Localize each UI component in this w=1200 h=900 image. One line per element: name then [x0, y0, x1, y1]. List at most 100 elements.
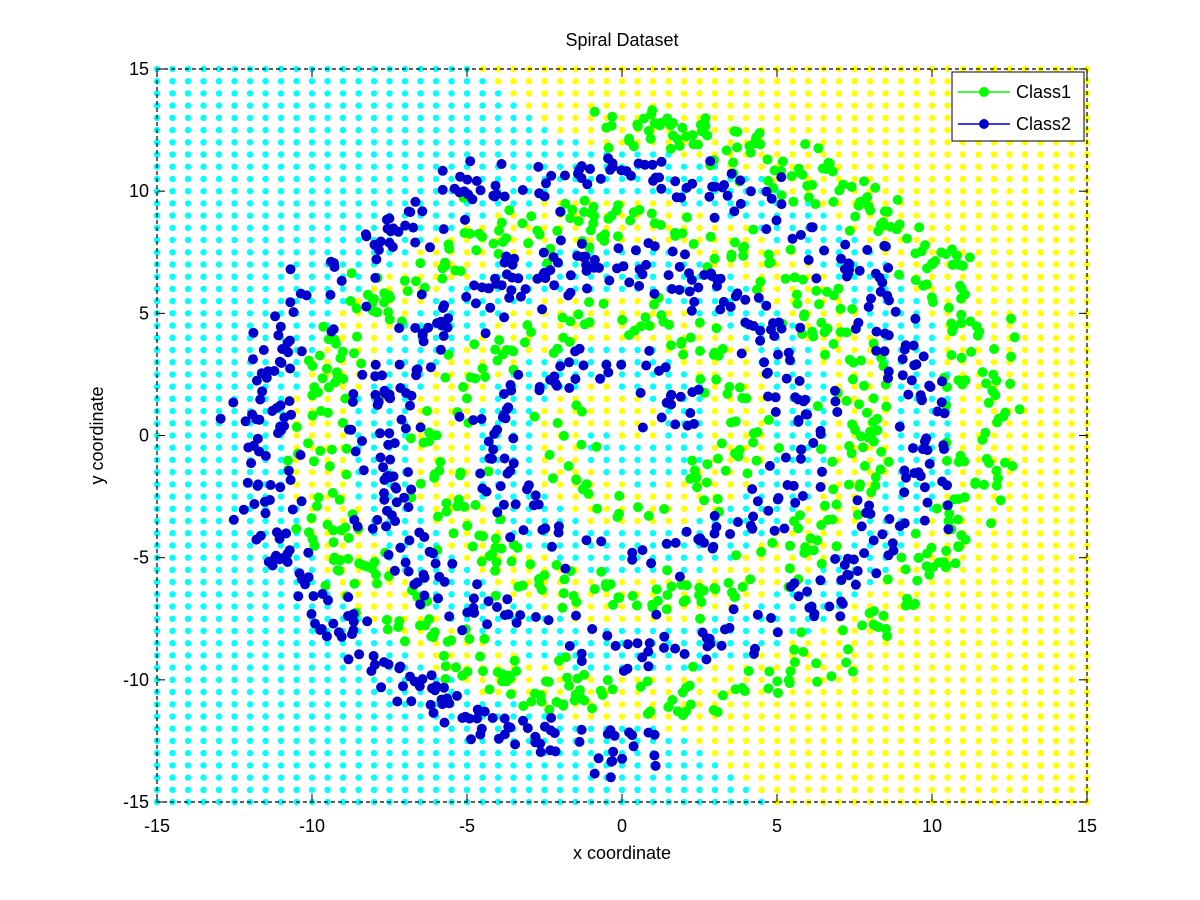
background-dot: [773, 151, 781, 158]
background-dot: [804, 749, 812, 757]
background-dot: [603, 432, 610, 439]
background-dot: [339, 90, 347, 97]
background-dot: [773, 236, 781, 244]
data-point: [944, 508, 955, 519]
background-dot: [587, 688, 595, 696]
background-dot: [1068, 359, 1075, 366]
background-dot: [959, 200, 967, 207]
background-dot: [401, 200, 409, 207]
background-dot: [727, 774, 734, 781]
background-dot: [665, 212, 672, 219]
background-dot: [742, 212, 750, 219]
data-point: [941, 545, 952, 556]
background-dot: [355, 126, 362, 134]
background-dot: [525, 468, 533, 476]
background-dot: [944, 114, 951, 122]
background-dot: [882, 640, 889, 647]
data-point: [382, 505, 392, 516]
background-dot: [355, 774, 362, 781]
background-dot: [215, 615, 223, 622]
data-point: [573, 216, 584, 227]
background-dot: [277, 676, 285, 683]
background-dot: [1068, 762, 1075, 769]
data-point: [1005, 378, 1016, 389]
data-point: [871, 568, 882, 579]
background-dot: [587, 578, 595, 586]
data-point: [564, 680, 575, 691]
data-point: [688, 239, 699, 249]
background-dot: [990, 334, 998, 341]
background-dot: [959, 432, 967, 439]
background-dot: [835, 297, 843, 305]
data-point: [662, 565, 673, 576]
background-dot: [525, 786, 533, 793]
background-dot: [556, 798, 564, 806]
background-dot: [959, 603, 967, 610]
background-dot: [882, 163, 889, 170]
background-dot: [990, 725, 998, 732]
background-dot: [479, 432, 486, 439]
background-dot: [231, 236, 238, 244]
background-dot: [246, 493, 254, 500]
data-point: [627, 590, 638, 601]
background-dot: [618, 468, 626, 476]
data-point: [910, 598, 920, 609]
background-dot: [1083, 701, 1091, 708]
background-dot: [417, 65, 424, 73]
background-dot: [215, 175, 223, 183]
background-dot: [262, 261, 269, 268]
background-dot: [572, 188, 579, 195]
background-dot: [804, 297, 812, 305]
background-dot: [742, 224, 750, 231]
data-point: [1000, 457, 1010, 468]
background-dot: [634, 615, 641, 622]
background-dot: [432, 383, 440, 390]
data-point: [712, 494, 723, 504]
background-dot: [727, 456, 734, 464]
data-point: [856, 355, 867, 366]
background-dot: [432, 774, 440, 781]
background-dot: [758, 749, 765, 757]
background-dot: [200, 468, 207, 476]
background-dot: [665, 236, 672, 244]
background-dot: [525, 652, 533, 659]
background-dot: [680, 493, 688, 500]
background-dot: [1037, 175, 1044, 183]
background-dot: [339, 774, 347, 781]
background-dot: [711, 78, 719, 85]
background-dot: [959, 725, 967, 732]
data-point: [555, 206, 566, 217]
background-dot: [324, 102, 331, 109]
background-dot: [990, 200, 998, 207]
data-point: [483, 466, 494, 477]
data-point: [470, 500, 481, 510]
background-dot: [293, 175, 300, 183]
background-dot: [680, 444, 688, 451]
data-point: [941, 455, 952, 466]
data-point: [402, 286, 413, 297]
background-dot: [293, 114, 300, 122]
background-dot: [479, 444, 486, 451]
background-dot: [959, 591, 967, 598]
data-point: [320, 580, 331, 591]
background-dot: [990, 505, 998, 512]
data-point: [892, 194, 903, 205]
background-dot: [184, 456, 192, 464]
background-dot: [944, 139, 951, 146]
background-dot: [494, 90, 502, 97]
background-dot: [169, 713, 176, 720]
background-dot: [851, 468, 858, 476]
background-dot: [696, 310, 703, 317]
background-dot: [200, 371, 207, 378]
background-dot: [928, 346, 936, 354]
background-dot: [494, 774, 502, 781]
background-dot: [1068, 322, 1075, 329]
background-dot: [882, 395, 889, 402]
background-dot: [432, 114, 440, 122]
data-point: [721, 145, 732, 156]
background-dot: [990, 737, 998, 745]
data-point: [761, 300, 772, 311]
background-dot: [262, 725, 269, 732]
data-point: [817, 163, 828, 174]
background-dot: [928, 493, 936, 500]
